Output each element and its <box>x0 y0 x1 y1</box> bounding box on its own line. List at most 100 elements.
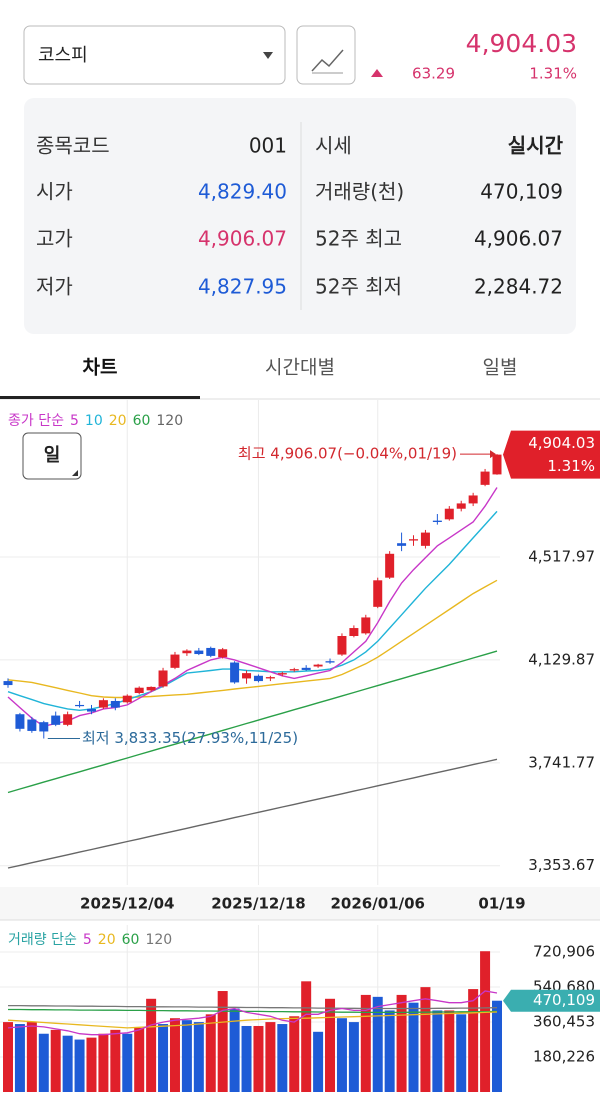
volume-tag <box>503 989 600 1012</box>
legend-entry: 60 <box>133 413 151 429</box>
volume-bar <box>360 994 371 1092</box>
candle-body <box>409 539 419 541</box>
volume-bar <box>217 991 228 1092</box>
candle-body <box>385 553 395 578</box>
period-button-box[interactable] <box>22 432 82 480</box>
volume-average-line <box>8 1004 498 1010</box>
candle-body <box>27 719 37 731</box>
candle-body <box>480 471 490 485</box>
candle-body <box>301 667 311 670</box>
volume-average-line <box>7 990 498 1036</box>
price-tag <box>503 430 600 479</box>
volume-bar <box>134 1027 145 1092</box>
candle-body <box>373 580 383 607</box>
volume-average-line <box>7 1011 498 1029</box>
volume-bar <box>241 1025 252 1092</box>
tab[interactable]: 차트 <box>83 357 118 379</box>
selector-caret <box>263 52 273 59</box>
info-label: 시세 <box>315 134 352 158</box>
y-tick-label: 180,226 <box>533 1048 595 1066</box>
legend-entry: 120 <box>156 413 183 429</box>
y-tick-label: 720,906 <box>533 943 595 961</box>
volume-chart: 거래량 단순 5 20 60 120180,226360,453540,680720,9… <box>0 925 600 1092</box>
up-arrow <box>371 69 383 77</box>
selector-label[interactable]: 코스피 <box>38 45 88 66</box>
volume-bar <box>265 1022 276 1092</box>
volume-bar <box>14 1024 25 1092</box>
volume-bar <box>313 1031 324 1092</box>
period-button[interactable]: 일 <box>22 432 82 480</box>
candle-body <box>182 650 192 654</box>
volume-bar <box>348 1022 359 1092</box>
volume-bar <box>62 1035 73 1092</box>
volume-bar <box>444 1010 455 1092</box>
candle-body <box>242 673 252 679</box>
volume-bar <box>396 994 407 1092</box>
candle-body <box>39 722 49 732</box>
y-tick-label: 4,129.87 <box>528 650 595 668</box>
current-price: 4,904.03 <box>466 29 577 58</box>
info-value: 2,284.72 <box>474 275 563 299</box>
volume-bar <box>74 1039 85 1092</box>
candle-body <box>432 520 442 522</box>
selector-box[interactable] <box>23 25 286 85</box>
volume-bar <box>146 998 157 1092</box>
candle-body <box>468 495 478 504</box>
volume-bar <box>456 1014 467 1092</box>
candle-body <box>289 669 299 671</box>
x-tick-label: 2025/12/18 <box>211 895 305 913</box>
volume-bar <box>98 1033 109 1092</box>
candle-body <box>75 704 85 707</box>
legend-entry: 60 <box>122 932 140 948</box>
tab[interactable]: 시간대별 <box>265 357 335 379</box>
high-annotation: 최고 4,906.07(−0.04%,01/19) <box>238 445 457 463</box>
chart-toggle-box[interactable] <box>296 25 356 85</box>
volume-bar <box>181 1020 192 1092</box>
price-chart: 3,353.67 3,741.77 4,129.87 4,517.97 2025/12/… <box>0 400 600 913</box>
date-axis-band <box>0 887 600 920</box>
volume-bar <box>3 1022 13 1092</box>
candle-body <box>456 503 466 509</box>
period-label[interactable]: 일 <box>44 445 61 466</box>
candle-body <box>230 662 240 683</box>
info-value: 4,906.07 <box>198 227 287 251</box>
chart-toggle[interactable] <box>296 25 356 85</box>
candle-body <box>51 715 61 725</box>
moving-average-line <box>7 579 498 699</box>
volume-bar <box>205 1014 216 1092</box>
low-annotation: 최저 3,833.35(27.93%,11/25) <box>82 729 298 747</box>
volume-bar <box>384 1010 395 1092</box>
chart-icon <box>311 49 344 72</box>
volume-bar <box>26 1022 37 1092</box>
period-corner <box>72 470 78 476</box>
candle-body <box>218 649 228 658</box>
volume-bar <box>336 1018 347 1092</box>
candle-body <box>444 508 454 520</box>
candle-body <box>63 714 73 725</box>
index-selector[interactable]: 코스피 <box>23 25 286 85</box>
moving-average-line <box>7 650 498 794</box>
volume-bar <box>480 951 491 1092</box>
price-tag-value: 4,904.03 <box>528 434 595 452</box>
tab[interactable]: 일별 <box>483 357 518 379</box>
tab-indicator <box>0 396 200 399</box>
legend-title: 거래량 단순 <box>8 932 77 948</box>
volume-bar <box>122 1033 133 1092</box>
info-label: 52주 최저 <box>315 275 402 299</box>
volume-bar <box>193 1022 204 1092</box>
x-tick-label: 2026/01/06 <box>331 895 425 913</box>
candle-body <box>361 617 371 634</box>
volume-bar <box>38 1033 49 1092</box>
price-tag-rate: 1.31% <box>547 457 595 475</box>
candle-body <box>313 664 323 667</box>
candle-body <box>277 673 287 675</box>
info-value: 4,827.95 <box>198 275 287 299</box>
y-tick-label: 4,517.97 <box>528 547 595 565</box>
x-tick-label: 01/19 <box>478 895 525 913</box>
candle-body <box>170 654 180 668</box>
volume-bar <box>420 987 431 1092</box>
candle-body <box>194 650 204 655</box>
legend-entry: 20 <box>98 932 116 948</box>
info-label: 52주 최고 <box>315 227 402 251</box>
price-change-rate: 1.31% <box>529 65 577 83</box>
